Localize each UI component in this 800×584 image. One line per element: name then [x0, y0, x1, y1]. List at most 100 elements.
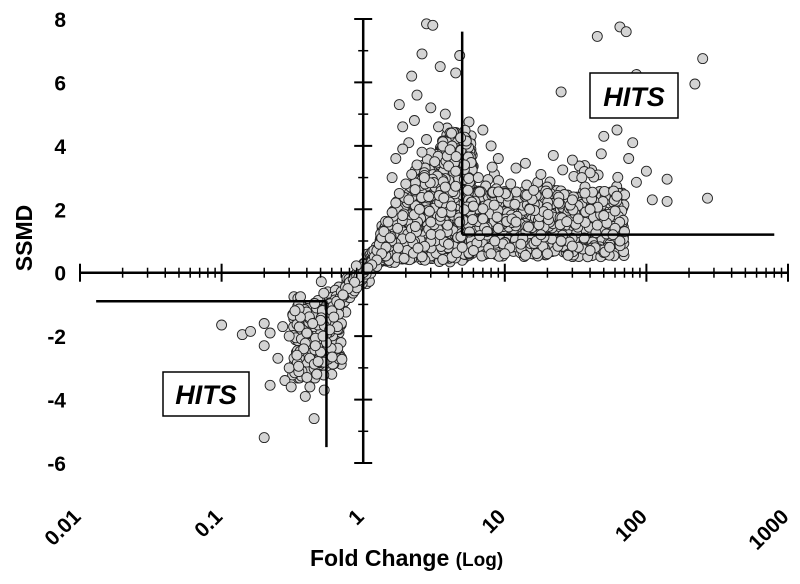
data-point [519, 157, 531, 169]
data-point [612, 171, 624, 183]
data-point [421, 134, 432, 145]
data-point [311, 368, 323, 380]
x-tick-label: 0.01 [40, 505, 85, 550]
data-point [562, 249, 574, 261]
data-point [382, 216, 394, 228]
data-point [492, 186, 504, 198]
data-point [646, 194, 658, 206]
data-point [702, 192, 713, 204]
data-point [523, 221, 534, 233]
data-point [349, 276, 361, 288]
data-point [264, 379, 276, 391]
data-point [425, 228, 437, 240]
data-point [312, 356, 324, 367]
data-point [429, 156, 441, 168]
data-point [535, 168, 547, 180]
data-point [334, 298, 345, 310]
data-point [277, 321, 289, 333]
data-point [434, 61, 446, 73]
x-axis-title: Fold Change (Log) [310, 545, 503, 571]
x-axis-unit: (Log) [456, 550, 503, 571]
data-point [409, 221, 421, 232]
data-point [393, 99, 405, 111]
y-tick-label: -2 [47, 326, 66, 349]
data-point [515, 238, 527, 250]
data-point [477, 203, 489, 215]
data-point [604, 241, 616, 253]
y-tick-label: 8 [54, 9, 66, 32]
data-point [614, 235, 626, 247]
data-point [434, 229, 446, 241]
data-point [450, 180, 462, 192]
y-tick-label: -6 [47, 453, 66, 476]
data-point [293, 360, 305, 372]
data-point [393, 187, 405, 199]
data-point [446, 127, 457, 139]
data-point [542, 208, 554, 220]
hits-annotation-lower-left: HITS [162, 371, 250, 417]
data-point [390, 153, 402, 164]
data-point [524, 203, 536, 215]
data-point [318, 384, 330, 396]
x-tick-label: 100 [611, 505, 652, 546]
data-point [492, 153, 504, 164]
data-point [298, 343, 310, 355]
data-point [640, 165, 652, 177]
data-point [258, 432, 270, 444]
data-point [499, 248, 511, 260]
data-point [486, 161, 498, 173]
data-point [541, 187, 553, 199]
data-point [406, 70, 418, 82]
data-point [405, 232, 416, 244]
data-point [576, 172, 588, 184]
hits-label: HITS [175, 380, 237, 410]
data-point [326, 351, 338, 363]
data-point [438, 192, 450, 204]
data-point [595, 148, 607, 160]
data-point [328, 311, 340, 323]
y-tick-label: 0 [54, 263, 66, 286]
y-tick-label: 6 [54, 72, 66, 95]
data-point [488, 199, 500, 211]
data-point [416, 48, 428, 60]
data-point [411, 89, 423, 101]
data-point [427, 19, 439, 31]
data-point [579, 187, 591, 199]
data-point [264, 327, 276, 339]
data-point [661, 195, 673, 207]
data-point [485, 140, 497, 152]
hits-box [162, 371, 250, 417]
data-point [491, 211, 503, 223]
data-point [689, 78, 701, 90]
data-point [555, 86, 567, 98]
data-point [416, 146, 428, 158]
data-point [661, 173, 673, 185]
data-point [309, 340, 321, 352]
data-point [531, 248, 543, 259]
data-point [510, 162, 522, 174]
data-point [520, 249, 531, 261]
data-point [505, 178, 517, 190]
y-tick-label: 2 [54, 199, 66, 222]
data-point [462, 184, 474, 196]
data-point [591, 219, 603, 231]
data-point [398, 252, 410, 264]
data-point [450, 151, 462, 163]
data-point [400, 178, 412, 190]
data-point [245, 325, 256, 337]
axes [79, 18, 789, 464]
data-point [598, 130, 610, 142]
data-point [510, 216, 522, 228]
y-axis-title: SSMD [11, 205, 37, 271]
x-tick-label: 10 [478, 505, 511, 538]
data-point [584, 203, 596, 215]
data-point [557, 164, 569, 176]
data-point [423, 191, 435, 203]
data-point [474, 186, 486, 198]
data-point [630, 176, 642, 188]
data-point [301, 371, 313, 383]
data-point [258, 340, 270, 352]
data-point [308, 413, 320, 425]
threshold-lines [96, 31, 775, 448]
